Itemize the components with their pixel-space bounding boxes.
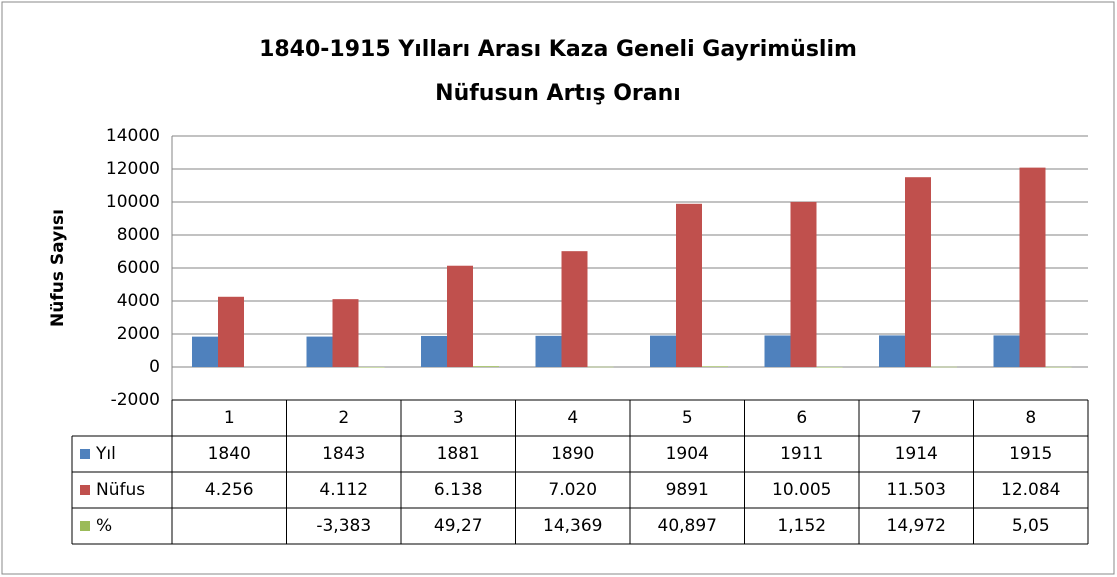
legend-label: Yıl	[95, 444, 116, 464]
y-tick-label: 8000	[117, 225, 160, 245]
table-value: 11.503	[887, 480, 946, 500]
bar	[587, 366, 614, 368]
bar	[702, 366, 728, 367]
table-value: 1881	[437, 444, 480, 464]
table-value: 1904	[666, 444, 709, 464]
y-tick-label: 6000	[117, 258, 160, 278]
x-tick-label: 8	[1025, 408, 1036, 428]
bar	[676, 203, 702, 367]
bar	[473, 366, 499, 367]
table-value: 1840	[208, 444, 251, 464]
y-tick-label: 4000	[117, 291, 160, 311]
y-tick-label: 10000	[106, 192, 160, 212]
bar	[931, 366, 957, 368]
table-value: 5,05	[1012, 516, 1050, 536]
x-tick-label: 6	[796, 408, 807, 428]
table-value: 7.020	[548, 480, 597, 500]
x-tick-label: 2	[338, 408, 349, 428]
chart-title: 1840-1915 Yılları Arası Kaza Geneli Gayr…	[259, 37, 857, 106]
x-tick-label: 4	[567, 408, 578, 428]
table-value: 1914	[895, 444, 938, 464]
legend-swatch	[80, 521, 90, 531]
table-value: 10.005	[772, 480, 831, 500]
table-value: 1911	[780, 444, 823, 464]
table-value: 14,972	[887, 516, 946, 536]
bar	[1019, 167, 1046, 367]
bar	[816, 366, 843, 368]
bar	[879, 335, 905, 367]
bar	[192, 336, 218, 367]
x-tick-label: 7	[911, 408, 922, 428]
legend-label: Nüfus	[96, 480, 145, 500]
table-value: 4.256	[205, 480, 254, 500]
bar	[790, 201, 817, 367]
bar	[306, 336, 333, 367]
y-axis-title: Nüfus Sayısı	[48, 209, 68, 327]
y-tick-label: 14000	[106, 126, 160, 146]
y-tick-label: 2000	[117, 324, 160, 344]
table-value: 1843	[322, 444, 365, 464]
table-value: 40,897	[658, 516, 717, 536]
y-tick-label: 12000	[106, 159, 160, 179]
table-value: 14,369	[543, 516, 602, 536]
bar	[764, 335, 791, 367]
bar	[1045, 366, 1072, 368]
bar	[993, 335, 1020, 367]
table-value: 12.084	[1001, 480, 1060, 500]
legend-swatch	[80, 449, 90, 459]
table-value: 1915	[1009, 444, 1052, 464]
bar	[905, 177, 931, 367]
table-value: 4.112	[319, 480, 368, 500]
x-tick-label: 3	[453, 408, 464, 428]
table-value: 49,27	[434, 516, 483, 536]
bar	[650, 335, 676, 367]
legend-swatch	[80, 485, 90, 495]
bar	[358, 367, 385, 368]
bar	[561, 251, 588, 367]
table-value: -3,383	[316, 516, 371, 536]
table-value: 1,152	[777, 516, 826, 536]
y-tick-label: -2000	[111, 390, 160, 410]
x-tick-label: 5	[682, 408, 693, 428]
y-tick-label: 0	[149, 357, 160, 377]
table-value: 9891	[666, 480, 709, 500]
table-value: 1890	[551, 444, 594, 464]
legend-label: %	[96, 516, 112, 536]
bar	[535, 335, 562, 367]
bar	[218, 296, 244, 367]
x-tick-label: 1	[224, 408, 235, 428]
bar	[447, 265, 473, 367]
table-value: 6.138	[434, 480, 483, 500]
bar	[332, 299, 359, 367]
bar	[421, 335, 447, 367]
